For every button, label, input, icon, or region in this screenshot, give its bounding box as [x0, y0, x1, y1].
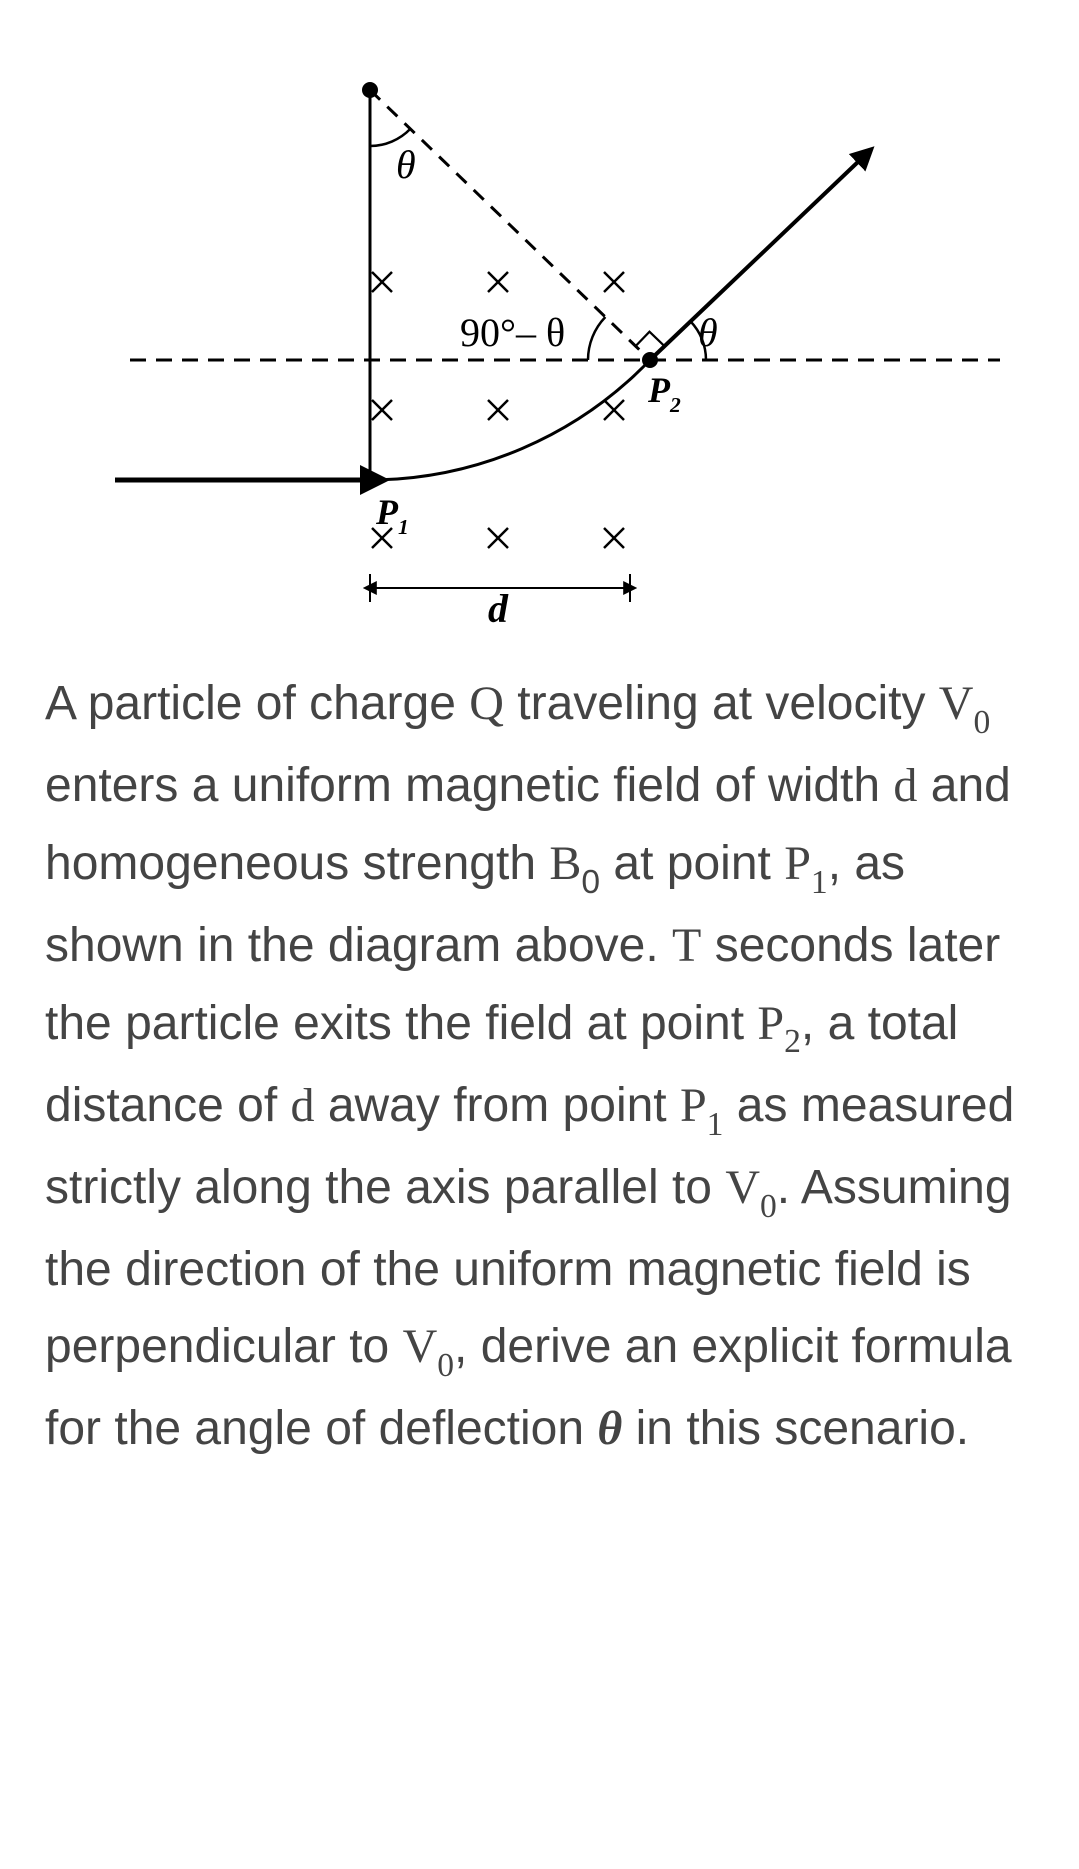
text-segment: A particle of charge	[45, 677, 469, 730]
var-P1: P1	[680, 1079, 724, 1132]
svg-text:θ: θ	[396, 142, 416, 187]
physics-diagram: θ 90°– θ θ P1 P2 d	[70, 60, 1010, 640]
problem-statement: A particle of charge Q traveling at velo…	[45, 665, 1035, 1468]
var-V0: V0	[403, 1320, 454, 1373]
text-segment: enters a uniform magnetic field of width	[45, 759, 893, 812]
var-theta: θ	[597, 1402, 622, 1455]
var-T: T	[672, 919, 701, 972]
text-segment: traveling at velocity	[504, 677, 939, 730]
var-P1: P1	[784, 837, 828, 890]
var-d: d	[893, 759, 917, 812]
text-segment: at point	[600, 837, 784, 890]
var-V0: V0	[939, 677, 990, 730]
var-Q: Q	[469, 677, 504, 730]
svg-text:90°– θ: 90°– θ	[460, 310, 565, 355]
var-P2: P2	[757, 997, 801, 1050]
var-d: d	[290, 1079, 314, 1132]
text-segment: in this scenario.	[622, 1402, 969, 1455]
svg-text:d: d	[488, 586, 509, 631]
svg-text:θ: θ	[698, 310, 718, 355]
var-B: B0	[549, 837, 600, 890]
svg-text:P1: P1	[375, 492, 409, 539]
text-segment: away from point	[314, 1079, 679, 1132]
var-V0: V0	[725, 1161, 776, 1214]
svg-text:P2: P2	[647, 370, 681, 417]
